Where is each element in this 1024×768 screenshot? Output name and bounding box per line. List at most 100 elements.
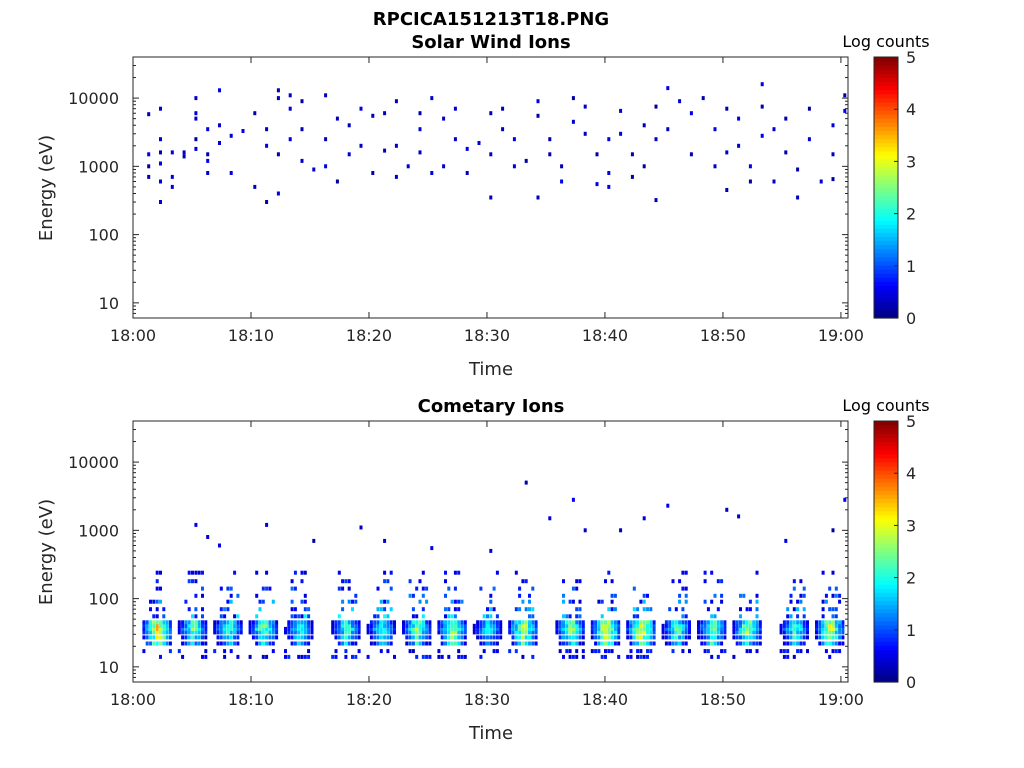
data-cell: [664, 630, 668, 635]
data-cell: [828, 641, 832, 646]
data-cell: [745, 620, 749, 625]
data-cell: [276, 88, 280, 93]
data-cell: [528, 630, 531, 635]
data-cell: [818, 620, 822, 625]
data-cell: [642, 623, 646, 628]
data-cell: [716, 654, 720, 659]
data-cell: [684, 623, 688, 628]
data-cell: [720, 649, 724, 654]
data-cell: [152, 630, 156, 635]
data-cell: [531, 586, 535, 591]
data-cell: [636, 620, 640, 625]
data-cell: [162, 641, 166, 646]
data-cell: [290, 620, 294, 625]
data-cell: [415, 626, 419, 631]
colorbar-segment: [874, 620, 898, 626]
data-cell: [421, 593, 425, 598]
data-cell: [789, 641, 793, 646]
data-cell: [255, 635, 259, 640]
data-cell: [841, 630, 845, 635]
data-cell: [307, 620, 311, 625]
data-cell: [226, 620, 230, 625]
data-cell: [786, 641, 790, 646]
data-cell: [149, 620, 152, 625]
data-cell: [344, 579, 348, 584]
data-cell: [389, 623, 393, 628]
data-cell: [642, 641, 646, 646]
data-cell: [636, 626, 640, 631]
data-cell: [831, 649, 835, 654]
data-cell: [201, 620, 204, 625]
data-cell: [219, 641, 223, 646]
data-cell: [678, 623, 682, 628]
data-cell: [511, 626, 515, 631]
colorbar-segment: [874, 199, 898, 205]
data-cell: [521, 626, 525, 631]
colorbar-tick-label: 3: [906, 516, 916, 535]
data-cell: [287, 654, 291, 659]
data-cell: [489, 635, 493, 640]
data-cell: [261, 654, 265, 659]
data-cell: [674, 626, 678, 631]
data-cell: [661, 630, 665, 635]
colorbar-tick-label: 0: [906, 309, 916, 328]
data-cell: [697, 630, 700, 635]
y-axis-label: Energy (eV): [36, 499, 57, 605]
data-cell: [463, 654, 467, 659]
data-cell: [607, 137, 611, 142]
data-cell: [155, 579, 159, 584]
colorbar-segment: [874, 138, 898, 144]
data-cell: [684, 635, 688, 640]
data-cell: [239, 626, 243, 631]
colorbar-segment: [874, 61, 898, 66]
plot-frame: [132, 56, 849, 319]
data-cell: [649, 630, 653, 635]
data-cell: [149, 623, 152, 628]
x-tick-label: 19:00: [818, 326, 864, 345]
data-cell: [528, 614, 531, 619]
data-cell: [716, 620, 720, 625]
data-cell: [229, 635, 233, 640]
data-cell: [201, 570, 204, 575]
data-cell: [187, 623, 191, 628]
data-cell: [646, 620, 649, 625]
data-cell: [276, 152, 280, 157]
data-cell: [745, 641, 749, 646]
data-cell: [802, 641, 806, 646]
data-cell: [524, 626, 528, 631]
colorbar-segment: [874, 211, 898, 217]
data-cell: [748, 164, 752, 169]
data-cell: [226, 641, 230, 646]
data-cell: [181, 626, 185, 631]
data-cell: [297, 635, 301, 640]
data-cell: [806, 635, 809, 640]
data-cell: [386, 579, 390, 584]
data-cell: [415, 623, 419, 628]
data-cell: [806, 649, 809, 654]
data-cell: [674, 635, 678, 640]
data-cell: [824, 630, 828, 635]
data-cell: [600, 654, 604, 659]
data-cell: [159, 150, 162, 155]
data-cell: [457, 635, 461, 640]
data-cell: [838, 630, 842, 635]
data-cell: [630, 174, 634, 179]
data-cell: [716, 579, 720, 584]
data-cell: [739, 626, 742, 631]
data-cell: [562, 599, 565, 604]
data-cell: [681, 623, 685, 628]
data-cell: [789, 599, 793, 604]
data-cell: [334, 620, 338, 625]
colorbar-segment: [874, 461, 898, 467]
data-cell: [369, 626, 373, 631]
colorbar-segment: [874, 236, 898, 242]
data-cell: [555, 630, 559, 635]
data-cell: [437, 654, 441, 659]
data-cell: [626, 620, 630, 625]
data-cell: [720, 579, 724, 584]
colorbar-segment: [874, 429, 898, 434]
data-cell: [271, 635, 275, 640]
data-cell: [518, 620, 522, 625]
data-cell: [394, 174, 398, 179]
colorbar-segment: [874, 167, 898, 172]
